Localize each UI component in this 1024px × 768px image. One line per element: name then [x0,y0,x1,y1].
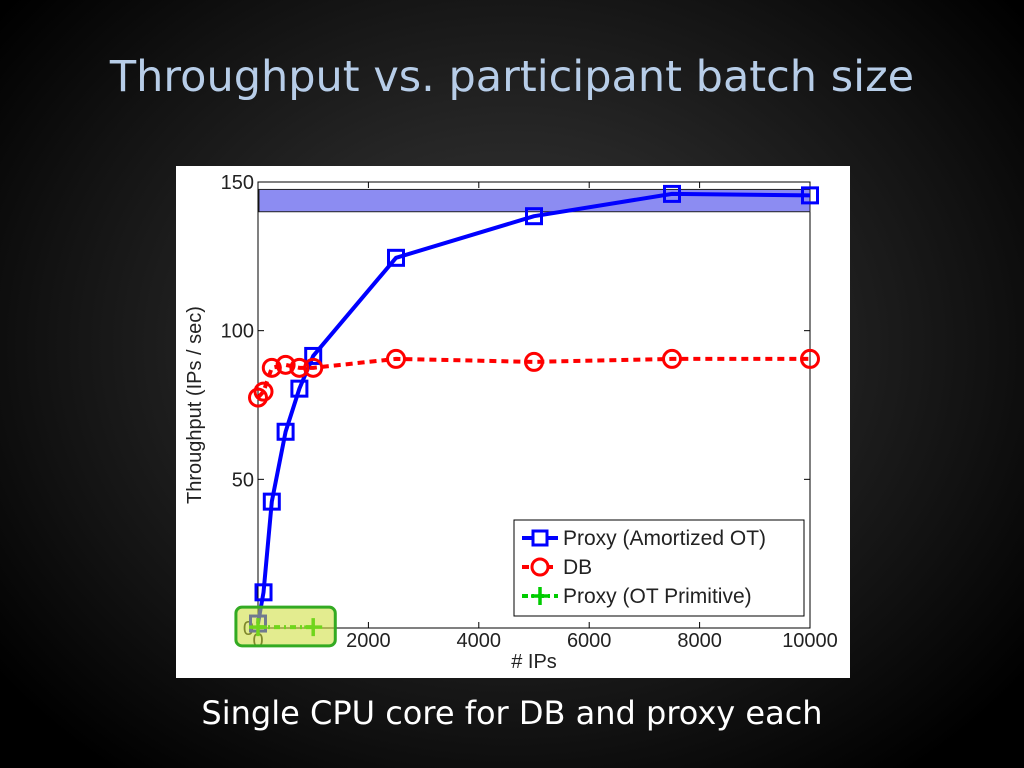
slide-title: Throughput vs. participant batch size [109,52,915,102]
data-point-circle [253,381,274,402]
y-axis-label: Throughput (IPs / sec) [184,306,206,504]
legend-label: Proxy (Amortized OT) [563,527,766,550]
data-point-square [801,186,819,205]
data-point-circle [261,357,282,378]
legend-label: Proxy (OT Primitive) [563,585,752,608]
x-tick-label: 4000 [457,630,502,652]
data-point-circle [275,354,296,375]
data-point-square [262,492,281,511]
data-point-circle [248,387,268,408]
data-point-square [387,248,405,267]
data-point-circle [524,351,544,372]
data-point-square [290,379,309,398]
y-tick-label: 100 [221,321,254,343]
legend-marker-square [531,529,549,547]
legend-marker-circle [530,557,550,577]
x-tick-label: 8000 [677,630,722,652]
legend-label: DB [563,556,592,579]
data-point-circle [662,348,682,369]
data-point-square [525,207,543,226]
data-point-square [304,346,323,365]
x-tick-label: 2000 [346,630,391,652]
data-point-square [663,184,681,203]
ot-primitive-highlight [234,605,337,648]
data-point-square [276,422,295,441]
x-tick-label: 6000 [567,630,612,652]
data-point-circle [386,348,406,369]
x-axis-label: # IPs [511,651,557,673]
legend-box [513,519,805,617]
data-point-circle [303,357,324,378]
throughput-chart: 0200040006000800010000050100150# IPsThro… [184,172,838,673]
slide-caption: Single CPU core for DB and proxy each [201,694,823,732]
data-point-square [254,583,273,602]
legend-marker-plus [531,587,549,605]
y-tick-label: 50 [232,469,254,491]
series-line-1 [256,356,810,399]
chart-panel: 0200040006000800010000050100150# IPsThro… [176,166,850,678]
y-tick-label: 150 [221,172,254,194]
x-tick-label: 10000 [782,630,838,652]
data-point-circle [800,348,820,369]
data-point-circle [289,357,310,378]
